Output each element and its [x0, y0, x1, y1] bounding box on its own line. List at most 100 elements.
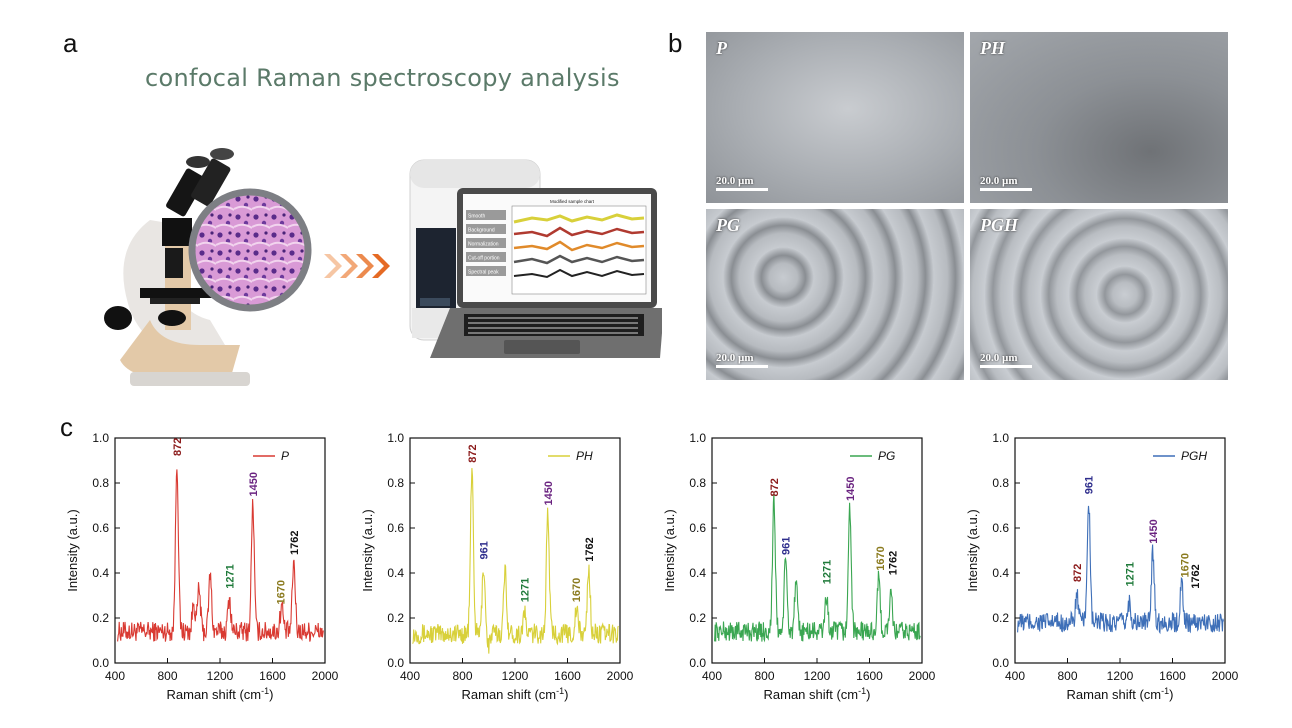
x-tick-label: 1600	[554, 669, 581, 683]
x-tick-label: 1600	[856, 669, 883, 683]
x-tick-label: 2000	[1212, 669, 1239, 683]
y-axis-label: Intensity (a.u.)	[360, 509, 375, 591]
x-tick-label: 1200	[207, 669, 234, 683]
micrograph-pgh: PGH 20.0 µm	[970, 209, 1228, 380]
peak-label-1450: 1450	[248, 472, 260, 496]
x-tick-label: 1200	[502, 669, 529, 683]
peak-label-872: 872	[769, 478, 781, 496]
laptop-menu-background: Background	[468, 228, 495, 234]
micrograph-ph: PH 20.0 µm	[970, 32, 1228, 203]
peak-label-1762: 1762	[1190, 564, 1202, 588]
peak-label-1762: 1762	[289, 531, 301, 555]
x-tick-label: 2000	[607, 669, 634, 683]
y-tick-label: 1.0	[92, 431, 109, 445]
series-line-pg	[714, 493, 921, 643]
y-tick-label: 0.8	[387, 476, 404, 490]
chart-plot-area: 400 800 1200 1600 2000 0.0 0.2 0.4 0.6 0.8 1.0 Rama…	[65, 431, 339, 702]
y-tick-label: 0.4	[992, 566, 1009, 580]
x-axis-label: Raman shift (cm-1)	[764, 686, 871, 702]
scale-label-ph: 20.0 µm	[980, 175, 1018, 187]
tissue-magnifier	[188, 188, 312, 312]
series-line-p	[117, 469, 324, 642]
raman-chart-ph: 400 800 1200 1600 2000 0.0 0.2 0.4 0.6 0.8 1.0 Rama…	[360, 431, 634, 702]
laptop-menu: Smooth Background Normalization Cut-off …	[466, 210, 506, 276]
x-tick-label: 1200	[804, 669, 831, 683]
peak-label-1450: 1450	[1148, 519, 1160, 543]
arrow-chevrons-icon	[324, 254, 390, 278]
raman-chart-p: 400 800 1200 1600 2000 0.0 0.2 0.4 0.6 0.8 1.0 Rama…	[65, 431, 339, 702]
peak-label-1762: 1762	[887, 551, 899, 575]
chart-plot-area: 400 800 1200 1600 2000 0.0 0.2 0.4 0.6 0.8 1.0 Rama…	[662, 431, 936, 702]
peak-label-1670: 1670	[275, 580, 287, 604]
x-tick-label: 2000	[909, 669, 936, 683]
peak-label-872: 872	[467, 444, 479, 462]
x-tick-label: 400	[105, 669, 125, 683]
y-tick-label: 0.4	[689, 566, 706, 580]
micrograph-label-pg: PG	[716, 215, 740, 235]
scale-label-pgh: 20.0 µm	[980, 352, 1018, 364]
laptop-menu-cutoff: Cut-off portion	[468, 256, 500, 262]
peak-label-961: 961	[781, 537, 793, 555]
y-tick-label: 0.6	[992, 521, 1009, 535]
peak-label-872: 872	[1072, 564, 1084, 582]
focus-knob	[104, 306, 132, 330]
y-tick-label: 0.0	[387, 656, 404, 670]
y-tick-label: 0.6	[92, 521, 109, 535]
y-tick-label: 1.0	[689, 431, 706, 445]
x-tick-label: 400	[1005, 669, 1025, 683]
x-tick-label: 400	[400, 669, 420, 683]
micrograph-grid: P 20.0 µm PH 20.0 µm PG 20.0 µm PGH 20.0…	[706, 32, 1228, 380]
x-tick-label: 1600	[1159, 669, 1186, 683]
y-axis-label: Intensity (a.u.)	[662, 509, 677, 591]
peak-label-1271: 1271	[1124, 562, 1136, 586]
micrograph-label-ph: PH	[980, 38, 1005, 58]
panel-letter-c: c	[60, 412, 73, 442]
scale-bar-pgh	[980, 365, 1032, 368]
panel-a-title: confocal Raman spectroscopy analysis	[145, 64, 620, 92]
y-tick-label: 0.6	[689, 521, 706, 535]
y-tick-label: 0.4	[387, 566, 404, 580]
y-tick-label: 0.4	[92, 566, 109, 580]
peak-label-1271: 1271	[821, 560, 833, 584]
microscope-base	[130, 372, 250, 386]
legend-label: P	[281, 449, 289, 463]
peak-label-961: 961	[1084, 476, 1096, 494]
x-tick-label: 800	[1057, 669, 1077, 683]
y-tick-label: 0.0	[689, 656, 706, 670]
x-tick-label: 800	[754, 669, 774, 683]
y-tick-label: 0.2	[689, 611, 706, 625]
laptop-menu-smooth: Smooth	[468, 214, 485, 220]
micrograph-label-pgh: PGH	[980, 215, 1018, 235]
chart-plot-area: 400 800 1200 1600 2000 0.0 0.2 0.4 0.6 0.8 1.0 Rama…	[965, 431, 1239, 702]
chart-plot-area: 400 800 1200 1600 2000 0.0 0.2 0.4 0.6 0.8 1.0 Rama…	[360, 431, 634, 702]
series-line-pgh	[1017, 505, 1224, 635]
y-tick-label: 1.0	[992, 431, 1009, 445]
focus-knob-small	[158, 310, 186, 326]
scale-bar-pg	[716, 365, 768, 368]
peak-label-1762: 1762	[584, 537, 596, 561]
peak-label-961: 961	[479, 541, 491, 559]
y-tick-label: 0.8	[92, 476, 109, 490]
microscope-body	[120, 320, 240, 380]
microscope-stage	[140, 288, 235, 298]
x-tick-label: 1200	[1107, 669, 1134, 683]
plot-frame	[1014, 437, 1226, 664]
y-tick-label: 0.2	[992, 611, 1009, 625]
laptop-menu-normalization: Normalization	[468, 242, 499, 248]
y-tick-label: 0.2	[387, 611, 404, 625]
y-tick-label: 0.8	[689, 476, 706, 490]
scale-label-pg: 20.0 µm	[716, 352, 754, 364]
y-tick-label: 0.0	[992, 656, 1009, 670]
y-tick-label: 0.0	[92, 656, 109, 670]
series-line-ph	[412, 468, 619, 654]
x-axis-label: Raman shift (cm-1)	[167, 686, 274, 702]
y-axis-label: Intensity (a.u.)	[65, 509, 80, 591]
peak-label-1670: 1670	[1179, 553, 1191, 577]
scale-label-p: 20.0 µm	[716, 175, 754, 187]
y-tick-label: 1.0	[387, 431, 404, 445]
x-tick-label: 400	[702, 669, 722, 683]
x-axis-label: Raman shift (cm-1)	[462, 686, 569, 702]
microscope-illustration	[104, 148, 312, 386]
peak-label-1271: 1271	[519, 578, 531, 602]
x-tick-label: 800	[452, 669, 472, 683]
